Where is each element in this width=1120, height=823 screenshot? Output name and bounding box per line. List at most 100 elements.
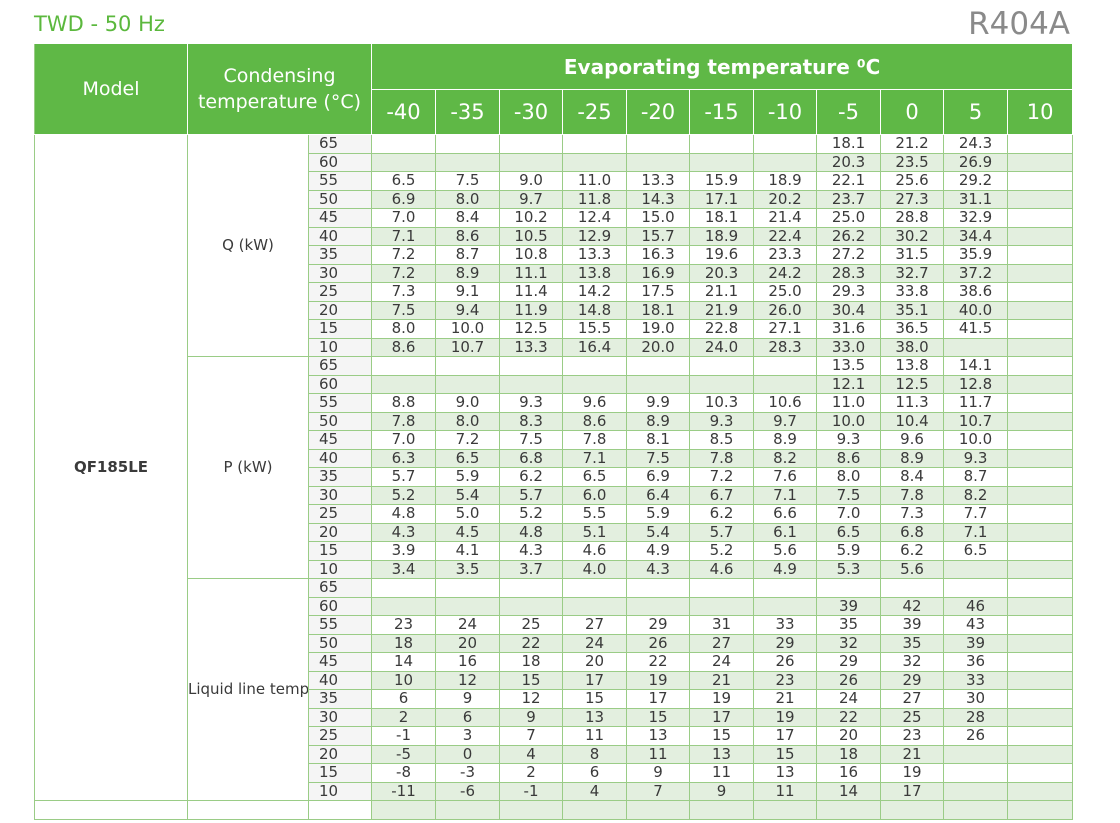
table-row: 35 5.7 5.9 6.2 6.5 6.9 7.2 7.6 8.0 8.4 8.7 — [35, 467, 1074, 487]
table-cell: 6.7 — [689, 485, 755, 505]
model-header: Model — [34, 43, 188, 135]
table-cell: 15 — [626, 707, 691, 727]
table-cell — [753, 152, 818, 172]
table-cell: 21 — [880, 744, 945, 764]
table-cell: 10.0 — [435, 319, 501, 339]
evap-temp-header: -25 — [562, 89, 628, 135]
table-cell: -11 — [371, 781, 437, 801]
table-cell: 8.5 — [689, 430, 755, 450]
table-cell: 27.3 — [880, 189, 945, 209]
table-cell — [1007, 134, 1074, 154]
table-cell: 34.4 — [943, 226, 1009, 246]
condensing-temp-cell: 45 — [307, 430, 373, 450]
table-cell: 10.8 — [499, 245, 564, 265]
table-cell: 21.1 — [689, 282, 755, 302]
table-row: 50 18 20 22 24 26 27 29 32 35 39 — [35, 633, 1074, 653]
table-cell: 33.0 — [816, 337, 882, 357]
table-cell: 26 — [626, 633, 691, 653]
table-cell: 23 — [371, 615, 437, 635]
table-cell: 25 — [499, 615, 564, 635]
table-cell: 11.3 — [880, 393, 945, 413]
table-cell: 7.8 — [562, 430, 628, 450]
table-row: 40 7.1 8.6 10.5 12.9 15.7 18.9 22.4 26.2 30.2 34.4 — [35, 226, 1074, 246]
table-cell: 7.1 — [943, 522, 1009, 542]
table-cell: -6 — [435, 781, 501, 801]
table-row: 50 6.9 8.0 9.7 11.8 14.3 17.1 20.2 23.7 27.3 31.1 — [35, 189, 1074, 209]
table-cell: 14 — [816, 781, 882, 801]
table-cell: 29 — [880, 670, 945, 690]
table-cell: 9 — [689, 781, 755, 801]
table-cell: 15.5 — [562, 319, 628, 339]
table-cell: 4.8 — [499, 522, 564, 542]
table-cell: 7.1 — [753, 485, 818, 505]
condensing-temperature-header: Condensing temperature (°C) — [186, 43, 373, 135]
condensing-temp-cell: 10 — [307, 559, 373, 579]
table-cell: 22.4 — [753, 226, 818, 246]
condensing-temp-cell: 65 — [307, 578, 373, 598]
table-cell: 4.9 — [753, 559, 818, 579]
condensing-temp-cell: 30 — [307, 707, 373, 727]
table-row: 10 8.6 10.7 13.3 16.4 20.0 24.0 28.3 33.0 38.0 — [35, 337, 1074, 357]
table-cell: 3.7 — [499, 559, 564, 579]
table-cell: 14.2 — [562, 282, 628, 302]
table-cell: 10.3 — [689, 393, 755, 413]
table-cell: 26.2 — [816, 226, 882, 246]
table-cell — [1007, 763, 1074, 783]
table-cell — [435, 578, 501, 598]
empty-cell — [435, 800, 501, 820]
table-cell — [626, 578, 691, 598]
table-cell: 6 — [435, 707, 501, 727]
table-cell: 8.9 — [626, 411, 691, 431]
table-cell: 21.4 — [753, 208, 818, 228]
table-cell — [1007, 171, 1074, 191]
table-cell: 7.8 — [689, 448, 755, 468]
table-row: 30 7.2 8.9 11.1 13.8 16.9 20.3 24.2 28.3 32.7 37.2 — [35, 263, 1074, 283]
table-cell — [1007, 356, 1074, 376]
table-cell: 19 — [689, 689, 755, 709]
table-cell — [562, 134, 628, 154]
table-cell: 8.0 — [371, 319, 437, 339]
table-cell: 15.9 — [689, 171, 755, 191]
table-cell: 0 — [435, 744, 501, 764]
table-cell: 11.9 — [499, 300, 564, 320]
table-cell: 9.6 — [562, 393, 628, 413]
table-row: 45 7.0 8.4 10.2 12.4 15.0 18.1 21.4 25.0 28.8 32.9 — [35, 208, 1074, 228]
table-cell: 7.7 — [943, 504, 1009, 524]
table-cell — [1007, 263, 1074, 283]
table-cell: 29.3 — [816, 282, 882, 302]
table-cell: 22.1 — [816, 171, 882, 191]
table-cell: 5.1 — [562, 522, 628, 542]
table-cell: 5.2 — [499, 504, 564, 524]
table-cell — [753, 578, 818, 598]
table-cell: 6.5 — [562, 467, 628, 487]
table-cell: 4 — [562, 781, 628, 801]
table-cell: 8.9 — [435, 263, 501, 283]
table-cell — [1007, 300, 1074, 320]
table-row: 55 8.8 9.0 9.3 9.6 9.9 10.3 10.6 11.0 11.3 11.7 — [35, 393, 1074, 413]
table-cell: 23.3 — [753, 245, 818, 265]
condensing-temp-cell: 45 — [307, 652, 373, 672]
table-row: QF185LE Q (kW) 65 18.1 21.2 24.3 — [34, 134, 1074, 801]
table-cell — [1007, 744, 1074, 764]
table-cell: 5.3 — [816, 559, 882, 579]
table-cell: 11 — [689, 763, 755, 783]
table-cell: 8.8 — [371, 393, 437, 413]
table-cell: 23 — [880, 726, 945, 746]
table-cell: 10.2 — [499, 208, 564, 228]
table-cell: 9.3 — [689, 411, 755, 431]
table-cell: 6.5 — [943, 541, 1009, 561]
table-cell: 15 — [689, 726, 755, 746]
table-cell: 29 — [626, 615, 691, 635]
empty-cell — [689, 800, 755, 820]
table-cell — [1007, 670, 1074, 690]
table-cell — [1007, 781, 1074, 801]
table-cell: 36.5 — [880, 319, 945, 339]
table-cell: 29 — [816, 652, 882, 672]
table-cell: 23 — [753, 670, 818, 690]
evaporating-temperature-columns: -40 -35 -30 -25 -20 -15 -10 -5 0 5 10 — [35, 89, 1074, 135]
table-cell: 13 — [753, 763, 818, 783]
table-cell: 7.1 — [371, 226, 437, 246]
table-cell: 17 — [753, 726, 818, 746]
table-cell: 6.2 — [689, 504, 755, 524]
table-cell: 17.5 — [626, 282, 691, 302]
